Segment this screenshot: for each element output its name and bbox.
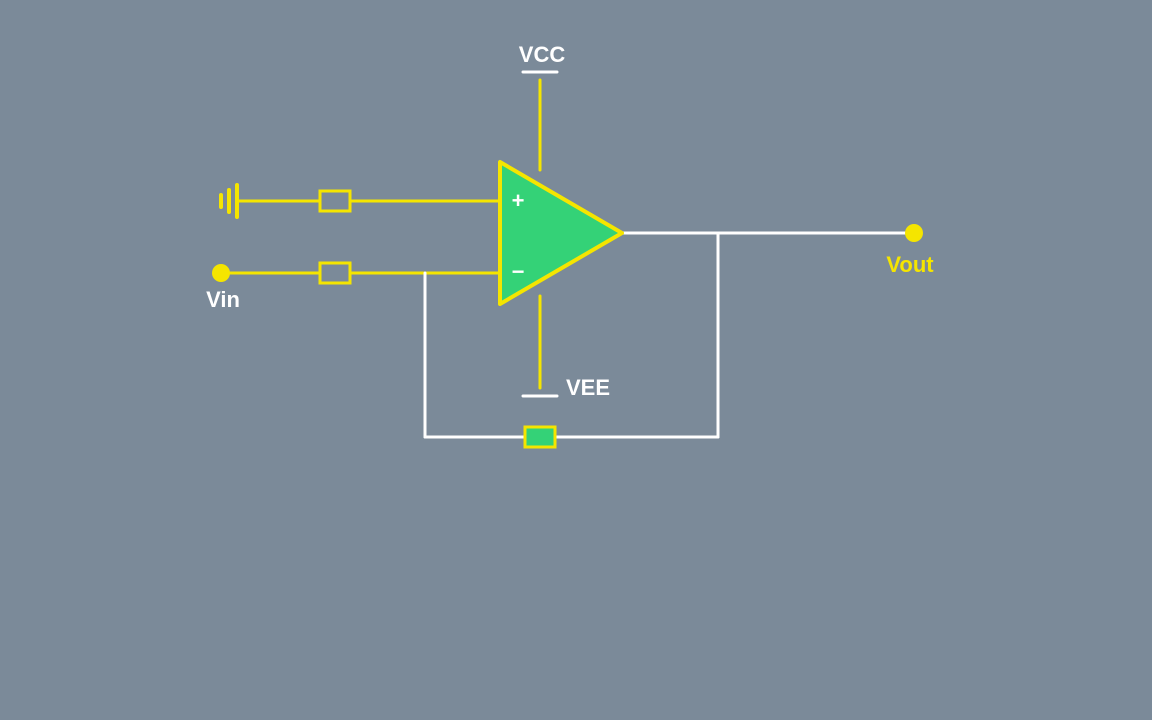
vcc-label: VCC [519, 42, 565, 68]
resistor-feedback [525, 427, 555, 447]
resistor-r2 [320, 263, 350, 283]
circuit-diagram [0, 0, 1152, 720]
vin-label: Vin [206, 287, 240, 313]
resistor-r1 [320, 191, 350, 211]
opamp-plus-label: + [512, 188, 525, 214]
opamp-minus-label: − [512, 259, 525, 285]
vee-label: VEE [566, 375, 610, 401]
vout-node [905, 224, 923, 242]
vin-node [212, 264, 230, 282]
vout-label: Vout [886, 252, 933, 278]
